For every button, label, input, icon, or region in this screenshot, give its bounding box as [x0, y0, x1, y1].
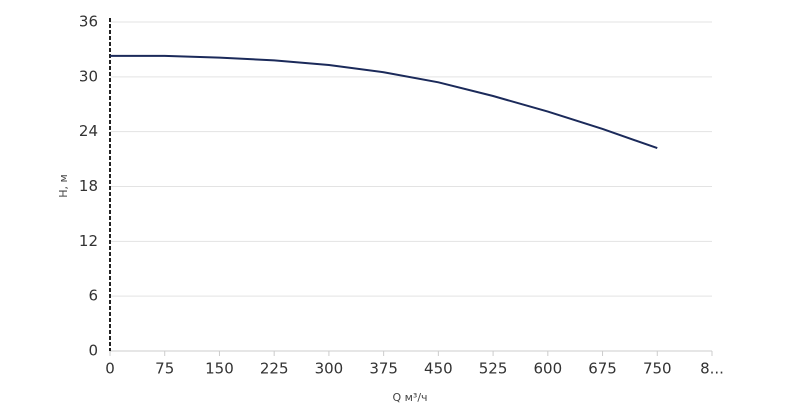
x-tick-label: 375 — [369, 360, 398, 378]
x-axis-label: Q м³/ч — [392, 391, 427, 404]
x-tick-label: 750 — [643, 360, 672, 378]
y-tick-label: 12 — [79, 232, 98, 250]
y-axis-label: H, м — [57, 174, 70, 198]
line — [110, 54, 658, 150]
x-tick-label: 600 — [533, 360, 562, 378]
y-tick-label: 18 — [79, 177, 98, 195]
x-tick-label: 0 — [105, 360, 115, 378]
x-tick-label: 150 — [205, 360, 234, 378]
x-tick-label: 8... — [700, 360, 724, 378]
x-tick-label: 75 — [155, 360, 174, 378]
y-tick-label: 24 — [79, 122, 98, 140]
y-tick-label: 0 — [88, 342, 98, 360]
x-tick-label: 225 — [260, 360, 289, 378]
x-tick-label: 450 — [424, 360, 453, 378]
x-tick-label: 300 — [315, 360, 344, 378]
x-tick-label: 525 — [479, 360, 508, 378]
x-tick-label: 675 — [588, 360, 617, 378]
y-tick-label: 30 — [79, 67, 98, 85]
y-tick-label: 6 — [88, 287, 98, 305]
y-tick-label: 36 — [79, 13, 98, 31]
